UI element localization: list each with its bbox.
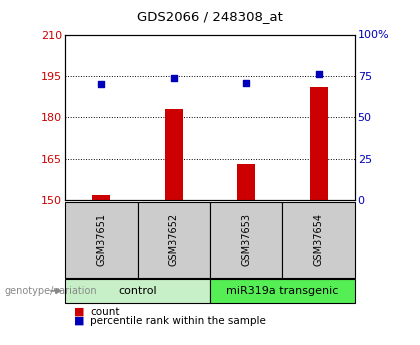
Point: [98, 81, 105, 87]
Point: [171, 75, 177, 80]
Bar: [65, 279, 210, 303]
Text: ■: ■: [74, 316, 84, 326]
Bar: [310, 87, 328, 200]
Text: GSM37652: GSM37652: [169, 213, 179, 266]
Text: miR319a transgenic: miR319a transgenic: [226, 286, 339, 296]
Bar: [210, 279, 355, 303]
Bar: [165, 109, 183, 200]
Bar: [138, 202, 210, 278]
Bar: [92, 195, 110, 200]
Bar: [237, 164, 255, 200]
Text: GSM37653: GSM37653: [241, 213, 251, 266]
Text: ■: ■: [74, 307, 84, 316]
Bar: [282, 202, 355, 278]
Text: control: control: [118, 286, 157, 296]
Text: GSM37651: GSM37651: [96, 213, 106, 266]
Bar: [210, 202, 282, 278]
Point: [315, 71, 322, 77]
Point: [243, 80, 249, 85]
Text: count: count: [90, 307, 120, 316]
Text: genotype/variation: genotype/variation: [4, 286, 97, 296]
Text: GDS2066 / 248308_at: GDS2066 / 248308_at: [137, 10, 283, 23]
Bar: [65, 202, 138, 278]
Text: percentile rank within the sample: percentile rank within the sample: [90, 316, 266, 326]
Text: GSM37654: GSM37654: [314, 213, 324, 266]
